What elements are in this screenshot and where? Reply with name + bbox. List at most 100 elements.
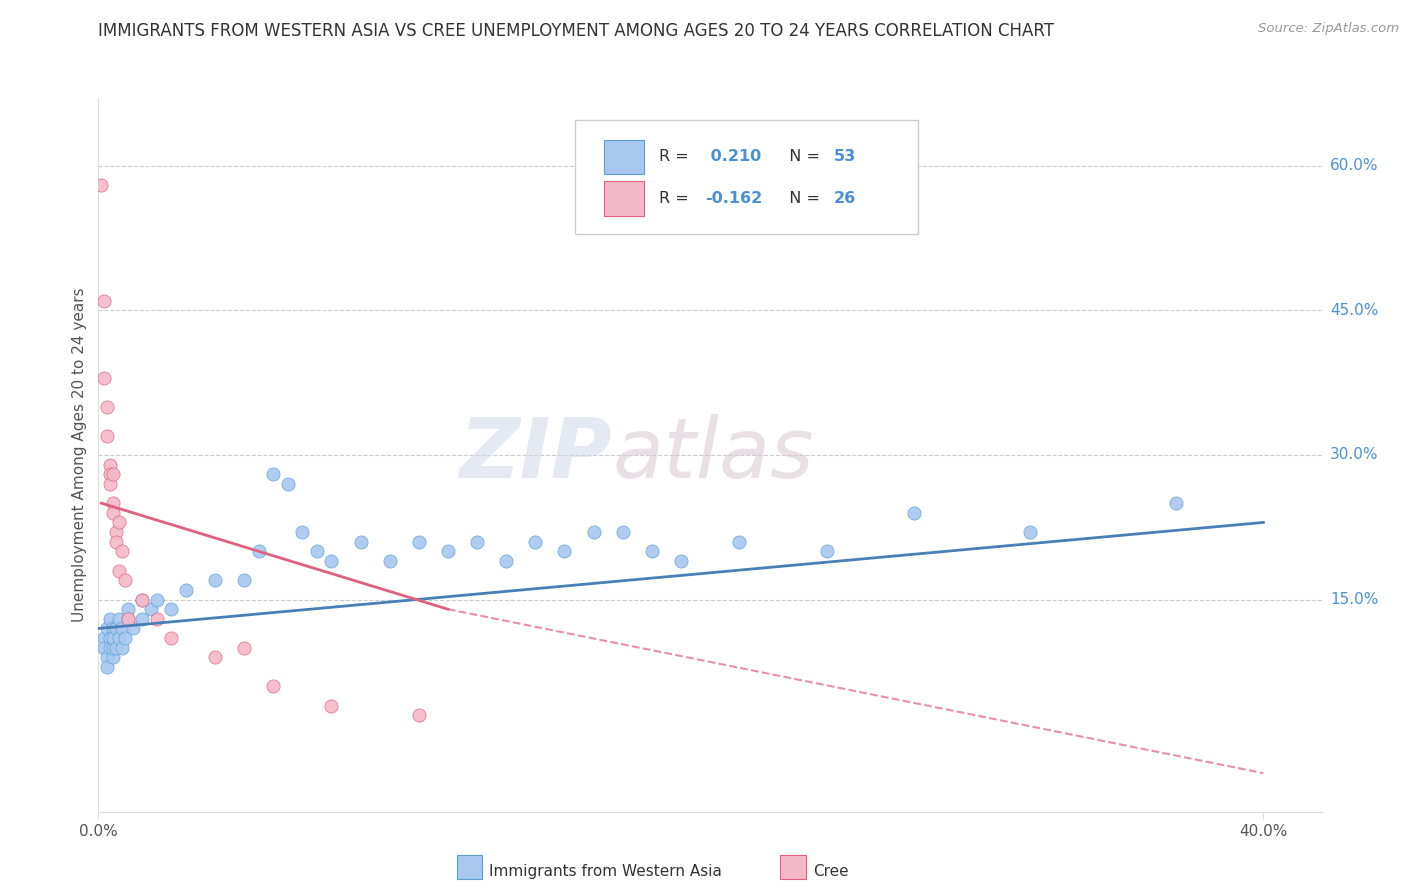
Text: R =: R = [658, 149, 693, 164]
Point [93, 640, 115, 655]
Point [117, 602, 139, 616]
Point [93, 293, 115, 308]
Point [262, 679, 284, 693]
Point [114, 631, 136, 645]
FancyBboxPatch shape [603, 139, 644, 174]
Point [96, 660, 118, 674]
Point [101, 631, 124, 645]
Point [131, 592, 153, 607]
Point [104, 640, 127, 655]
Point [612, 524, 634, 539]
Point [641, 544, 664, 558]
Point [233, 640, 256, 655]
Text: 60.0%: 60.0% [1330, 158, 1378, 173]
Text: 45.0%: 45.0% [1330, 302, 1378, 318]
Point [108, 612, 131, 626]
Point [321, 698, 343, 713]
Point [108, 631, 131, 645]
Point [582, 524, 605, 539]
Point [98, 467, 121, 482]
Text: atlas: atlas [612, 415, 814, 495]
Point [96, 428, 118, 442]
Text: Immigrants from Western Asia: Immigrants from Western Asia [489, 864, 723, 879]
Point [495, 554, 517, 568]
Y-axis label: Unemployment Among Ages 20 to 24 years: Unemployment Among Ages 20 to 24 years [72, 287, 87, 623]
Point [305, 544, 328, 558]
Point [378, 554, 401, 568]
Point [96, 400, 118, 414]
Point [437, 544, 460, 558]
Point [131, 612, 153, 626]
Point [111, 622, 134, 636]
Text: 53: 53 [834, 149, 856, 164]
Point [117, 612, 139, 626]
Point [277, 476, 299, 491]
Point [131, 592, 153, 607]
Point [108, 516, 131, 530]
Point [321, 554, 343, 568]
Point [903, 506, 925, 520]
Point [104, 524, 127, 539]
Point [815, 544, 838, 558]
Point [1019, 524, 1042, 539]
FancyBboxPatch shape [575, 120, 918, 234]
Point [262, 467, 284, 482]
Text: N =: N = [779, 191, 825, 206]
Text: 26: 26 [834, 191, 856, 206]
Point [553, 544, 575, 558]
Point [101, 467, 124, 482]
Point [90, 178, 112, 192]
Text: -0.162: -0.162 [706, 191, 762, 206]
Text: R =: R = [658, 191, 693, 206]
Text: Cree: Cree [813, 864, 848, 879]
Point [1164, 496, 1187, 510]
Text: IMMIGRANTS FROM WESTERN ASIA VS CREE UNEMPLOYMENT AMONG AGES 20 TO 24 YEARS CORR: IMMIGRANTS FROM WESTERN ASIA VS CREE UNE… [98, 22, 1054, 40]
Point [204, 650, 226, 665]
Point [291, 524, 314, 539]
Point [98, 612, 121, 626]
Point [524, 534, 547, 549]
Point [101, 640, 124, 655]
Point [98, 476, 121, 491]
FancyBboxPatch shape [603, 181, 644, 216]
Point [349, 534, 371, 549]
Point [101, 650, 124, 665]
Point [104, 622, 127, 636]
Point [98, 458, 121, 472]
Point [174, 582, 197, 597]
Point [145, 592, 167, 607]
Point [96, 650, 118, 665]
Point [728, 534, 751, 549]
Text: N =: N = [779, 149, 825, 164]
Point [408, 534, 430, 549]
Text: 15.0%: 15.0% [1330, 592, 1378, 607]
Point [247, 544, 270, 558]
Point [111, 544, 134, 558]
Point [98, 640, 121, 655]
Point [669, 554, 692, 568]
Point [114, 574, 136, 588]
Text: 30.0%: 30.0% [1330, 448, 1378, 462]
Point [101, 622, 124, 636]
Point [139, 602, 162, 616]
Point [465, 534, 488, 549]
Point [117, 612, 139, 626]
Point [108, 564, 131, 578]
Point [104, 534, 127, 549]
Point [233, 574, 256, 588]
Point [160, 631, 183, 645]
Point [101, 506, 124, 520]
Point [93, 631, 115, 645]
Point [122, 622, 145, 636]
Point [160, 602, 183, 616]
Text: 0.210: 0.210 [706, 149, 762, 164]
Point [98, 631, 121, 645]
Point [93, 371, 115, 385]
Text: ZIP: ZIP [460, 415, 612, 495]
Point [408, 708, 430, 723]
Text: Source: ZipAtlas.com: Source: ZipAtlas.com [1258, 22, 1399, 36]
Point [204, 574, 226, 588]
Point [145, 612, 167, 626]
Point [101, 496, 124, 510]
Point [96, 622, 118, 636]
